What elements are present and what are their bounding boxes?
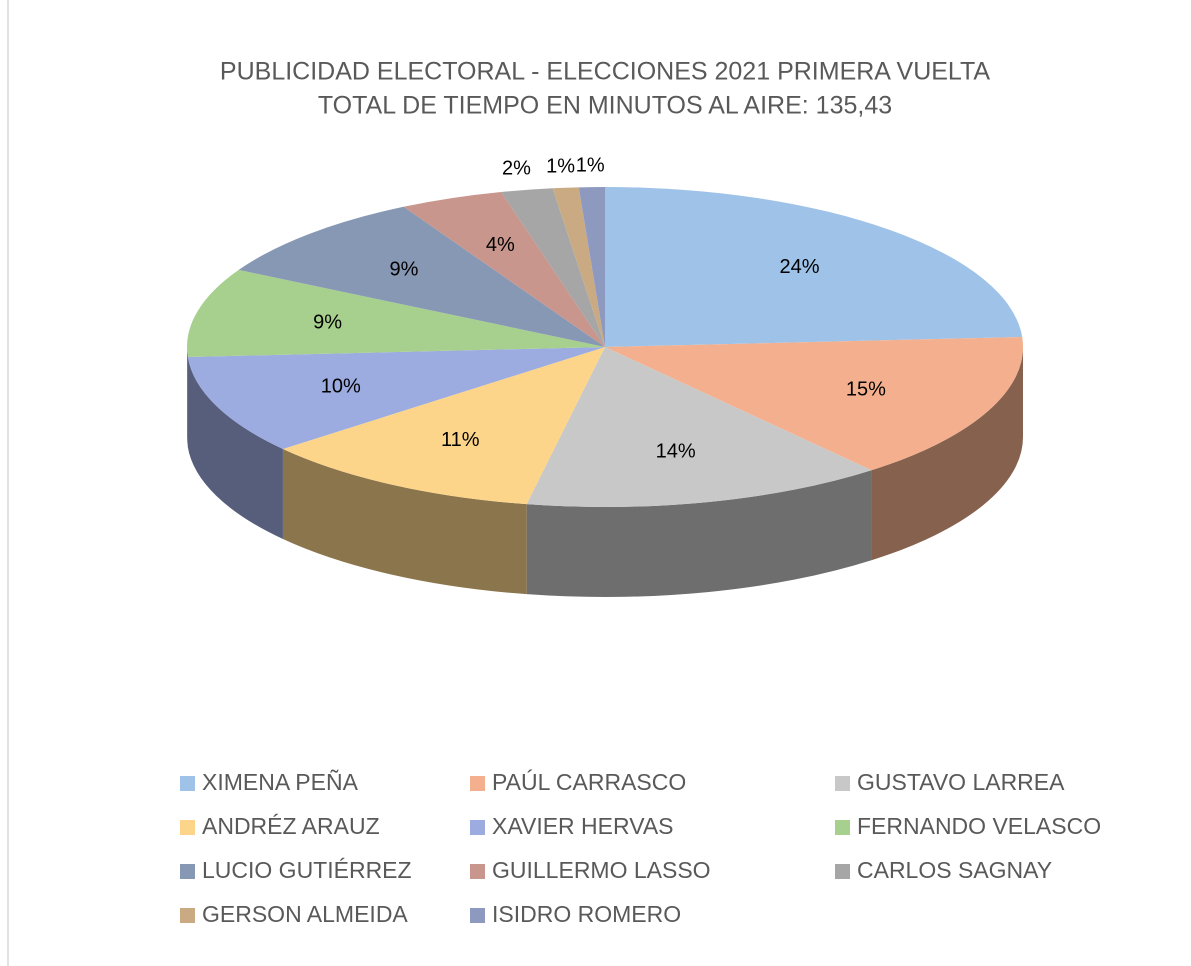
chart-subtitle: TOTAL DE TIEMPO EN MINUTOS AL AIRE: 135,… (318, 92, 892, 120)
data-label: 9% (390, 258, 419, 280)
slice-side (526, 470, 872, 597)
legend-swatch (180, 776, 195, 791)
data-label: 2% (502, 158, 531, 180)
legend-swatch (180, 864, 195, 879)
legend-label: XAVIER HERVAS (492, 813, 674, 839)
data-label: 1% (546, 155, 575, 177)
data-label: 1% (576, 155, 605, 177)
legend-label: ISIDRO ROMERO (492, 901, 681, 927)
legend-label: GERSON ALMEIDA (202, 901, 408, 927)
legend-label: FERNANDO VELASCO (857, 813, 1101, 839)
slice (578, 187, 605, 347)
legend-label: PAÚL CARRASCO (492, 769, 686, 795)
legend-label: ANDRÉZ ARAUZ (202, 813, 380, 839)
slice-side (871, 347, 1023, 561)
slice (238, 206, 606, 347)
legend-swatch (470, 820, 485, 835)
slice (282, 347, 605, 505)
data-label: 11% (441, 429, 480, 451)
legend-swatch (180, 820, 195, 835)
slice (605, 336, 1023, 471)
legend-swatch (470, 864, 485, 879)
slice (552, 187, 605, 347)
data-label: 15% (846, 378, 886, 400)
legend-label: GUSTAVO LARREA (857, 769, 1065, 795)
data-label: 9% (313, 312, 342, 334)
legend-label: LUCIO GUTIÉRREZ (202, 857, 412, 883)
slice (526, 347, 872, 507)
legend-swatch (180, 908, 195, 923)
slice (605, 187, 1023, 347)
data-label: 14% (656, 441, 696, 463)
slice-side (187, 357, 283, 539)
slice-side (187, 347, 188, 448)
data-label: 10% (321, 375, 361, 397)
chart-title: PUBLICIDAD ELECTORAL - ELECCIONES 2021 P… (220, 58, 990, 86)
slice (187, 269, 606, 358)
legend-swatch (835, 864, 850, 879)
legend-swatch (835, 776, 850, 791)
legend-swatch (835, 820, 850, 835)
legend-label: GUILLERMO LASSO (492, 857, 711, 883)
slice (501, 188, 605, 347)
legend-swatch (470, 908, 485, 923)
legend-swatch (470, 776, 485, 791)
slice-side (282, 448, 527, 595)
legend-label: XIMENA PEÑA (202, 769, 359, 795)
slice (187, 347, 605, 449)
slice (403, 192, 605, 347)
data-label: 4% (486, 234, 515, 256)
legend-label: CARLOS SAGNAY (857, 857, 1052, 883)
data-label: 24% (780, 256, 820, 278)
